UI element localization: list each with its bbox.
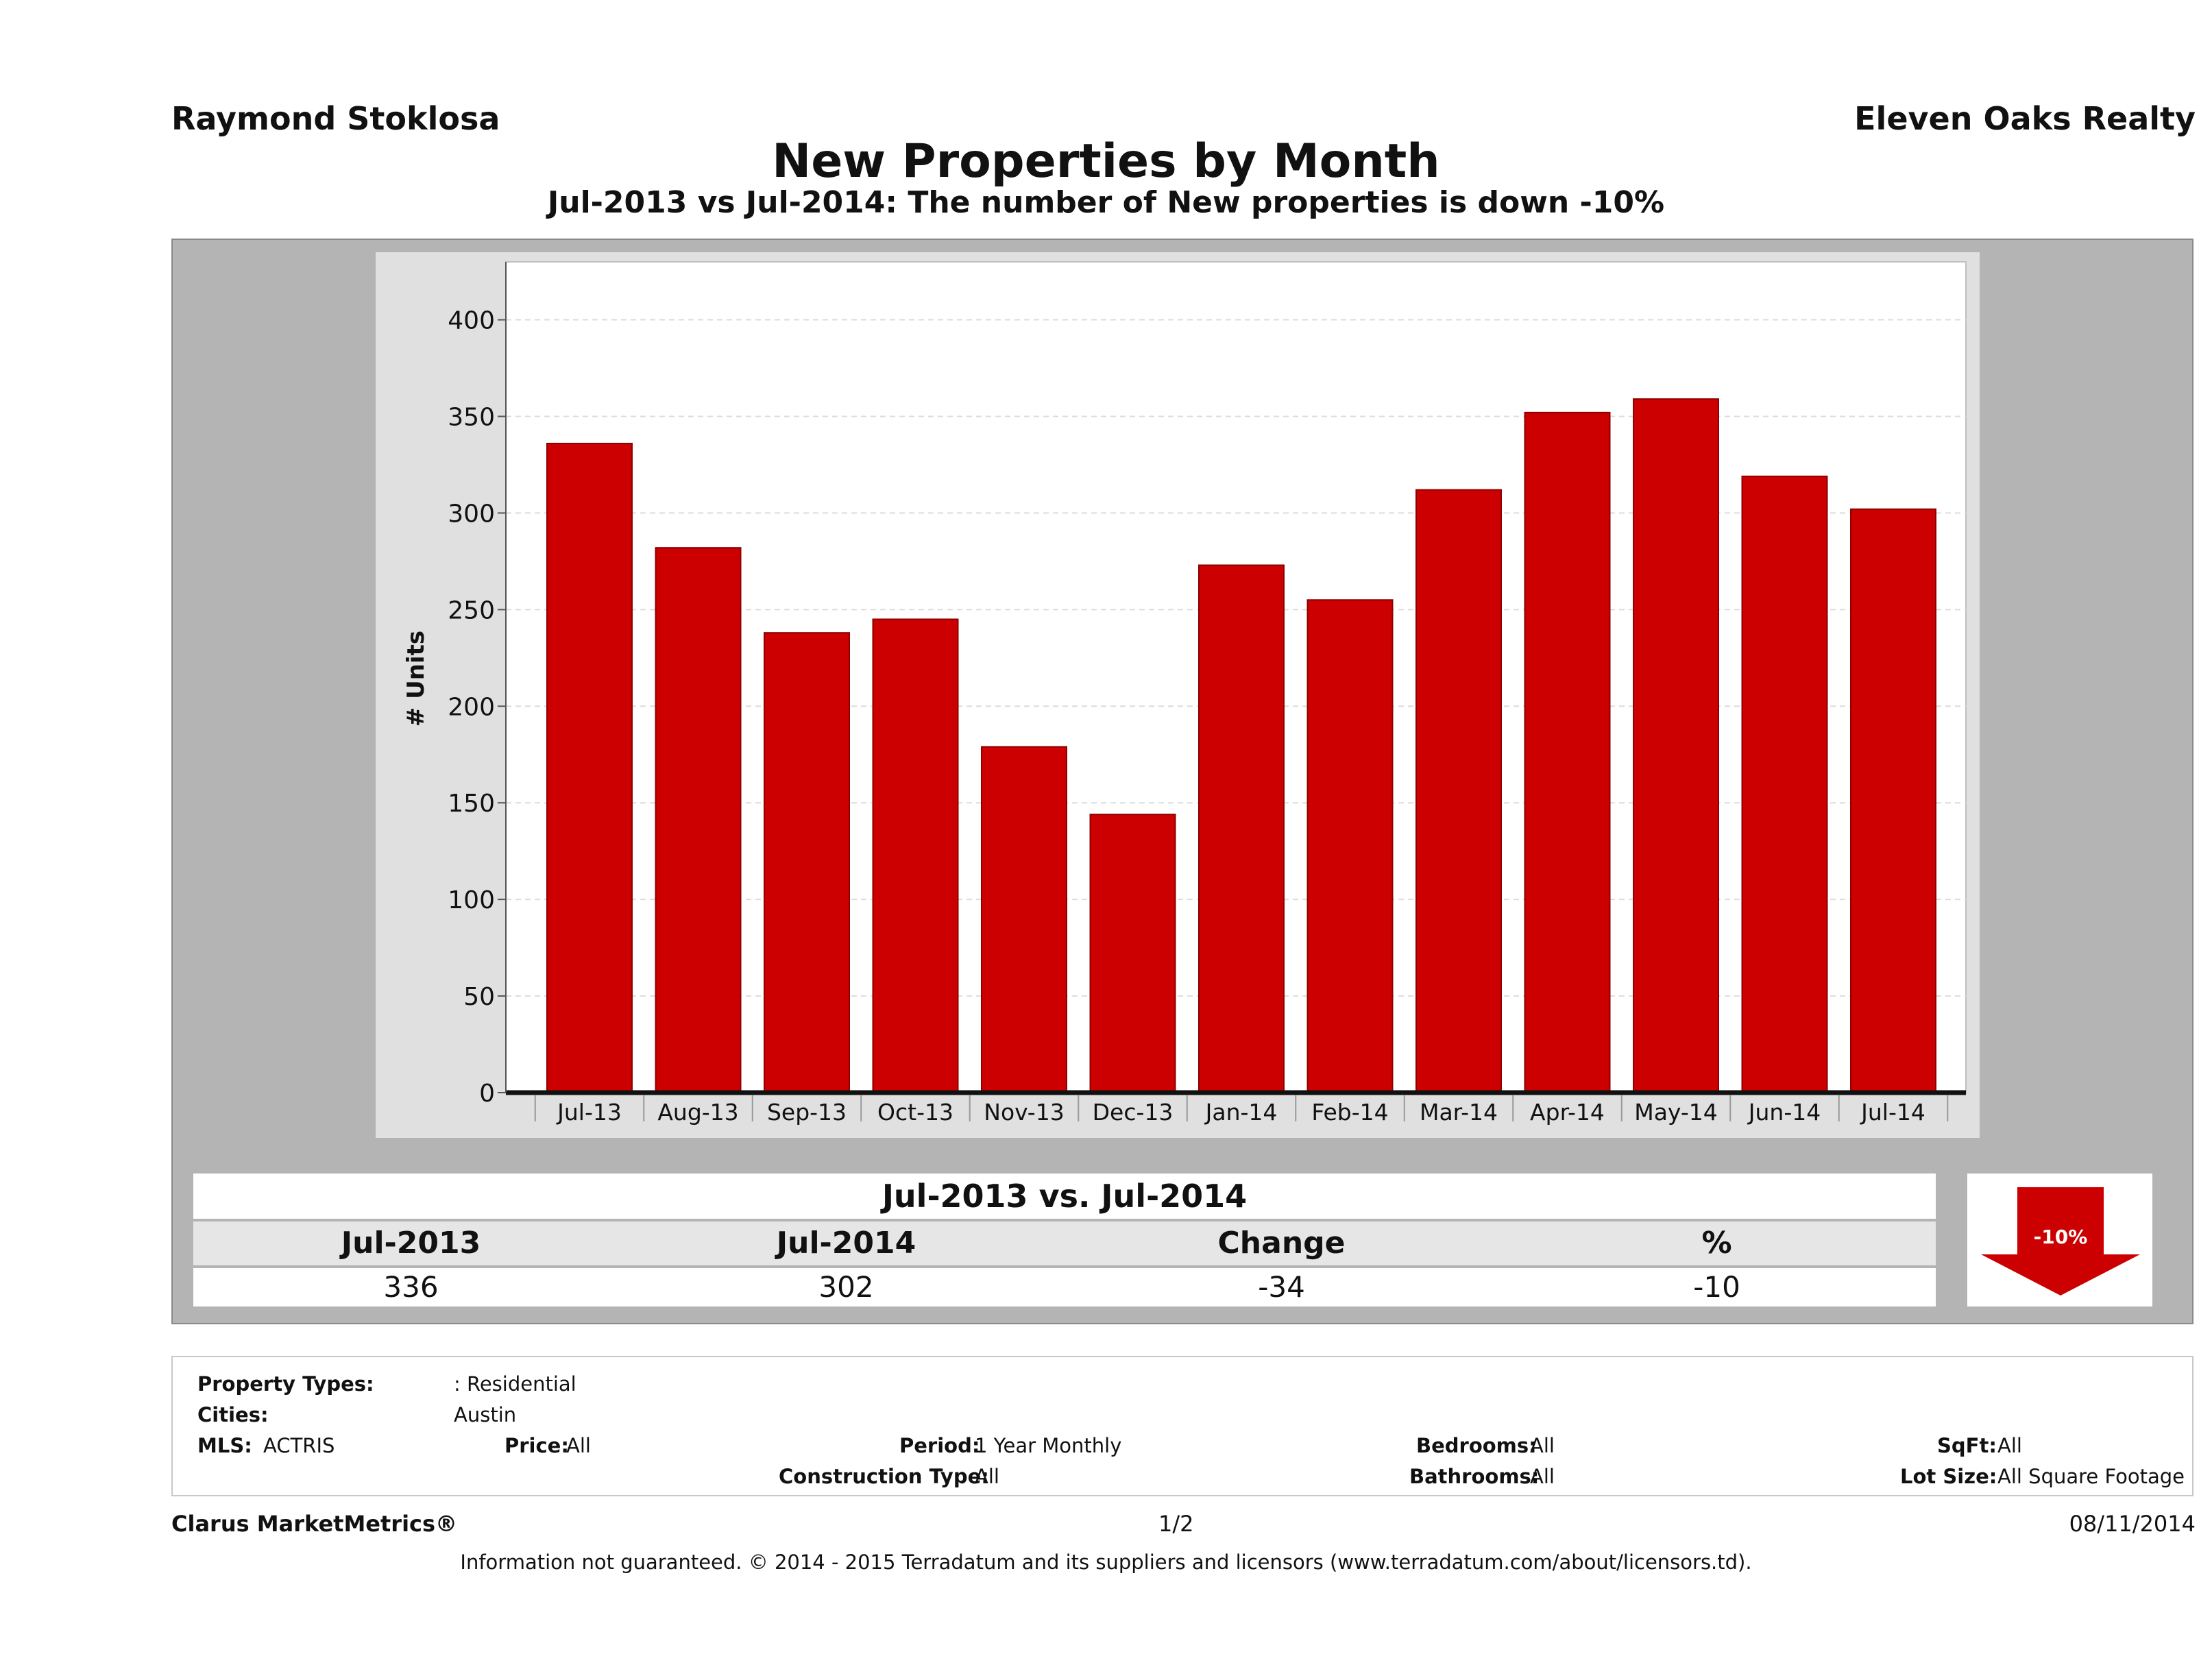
bar-nov-13 <box>981 746 1067 1093</box>
y-tick-label: 50 <box>463 983 495 1011</box>
x-tick-label: Jul-14 <box>1860 1099 1925 1126</box>
chart-title: New Properties by Month <box>772 134 1440 189</box>
bar-aug-13 <box>655 547 742 1093</box>
axes: 0 50 100 150 200 250 300 350 400 Jul-13 Aug-13 Sep-… <box>448 262 1966 1126</box>
summary-val-jul2014: 302 <box>818 1270 874 1304</box>
filter-value-mls: ACTRIS <box>263 1434 335 1457</box>
bar-jun-14 <box>1741 475 1828 1093</box>
y-tick-label: 100 <box>448 886 495 914</box>
filter-value-construction: All <box>975 1465 999 1488</box>
x-tick-label: Aug-13 <box>657 1099 738 1126</box>
bar-chart: 0 50 100 150 200 250 300 350 400 Jul-13 Aug-13 Sep-… <box>402 261 1967 1126</box>
down-arrow-icon: -10% <box>1981 1187 2140 1296</box>
filter-value-bedrooms: All <box>1530 1434 1555 1457</box>
disclaimer: Information not guaranteed. © 2014 - 201… <box>460 1551 1752 1574</box>
filter-label-mls: MLS: <box>197 1434 252 1457</box>
bar-apr-14 <box>1524 411 1611 1093</box>
x-tick-label: Jun-14 <box>1747 1099 1821 1126</box>
filter-label-cities: Cities: <box>197 1403 269 1426</box>
filter-value-price: All <box>566 1434 591 1457</box>
x-tick-label: Feb-14 <box>1311 1099 1388 1126</box>
trend-badge: -10% <box>1967 1174 2152 1306</box>
y-tick-label: 250 <box>448 596 495 624</box>
bars <box>546 398 1936 1094</box>
filter-value-bathrooms: All <box>1530 1465 1555 1488</box>
filter-label-price: Price: <box>505 1434 569 1457</box>
filters-panel: Property Types: : Residential Cities: Au… <box>171 1356 2193 1496</box>
x-tick-label: Sep-13 <box>767 1099 847 1126</box>
trend-badge-label: -10% <box>2034 1226 2088 1248</box>
x-tick-label: Mar-14 <box>1420 1099 1498 1126</box>
report-date: 08/11/2014 <box>2069 1511 2196 1537</box>
summary-val-percent: -10 <box>1693 1270 1740 1304</box>
summary-value-row: 336 302 -34 -10 <box>193 1268 1936 1306</box>
y-tick-label: 200 <box>448 693 495 721</box>
filter-label-construction: Construction Type: <box>779 1465 989 1488</box>
bar-oct-13 <box>872 618 959 1093</box>
bar-mar-14 <box>1415 489 1502 1093</box>
summary-column-row: Jul-2013 Jul-2014 Change % <box>193 1221 1936 1265</box>
bar-jul-14 <box>1850 508 1936 1093</box>
y-tick-label: 300 <box>448 500 495 528</box>
bar-may-14 <box>1633 398 1719 1093</box>
bar-jan-14 <box>1198 564 1285 1093</box>
summary-col-change: Change <box>1217 1226 1346 1261</box>
x-tick-label: Apr-14 <box>1530 1099 1605 1126</box>
filter-label-lot-size: Lot Size: <box>1900 1465 1997 1488</box>
filter-label-sqft: SqFt: <box>1937 1434 1997 1457</box>
y-tick-label: 400 <box>448 307 495 335</box>
agent-name: Raymond Stoklosa <box>171 100 500 137</box>
summary-header: Jul-2013 vs. Jul-2014 <box>193 1174 1936 1219</box>
y-tick-label: 350 <box>448 403 495 431</box>
filter-value-property-types: : Residential <box>454 1372 576 1396</box>
summary-val-jul2013: 336 <box>383 1270 439 1304</box>
chart-subtitle: Jul-2013 vs Jul-2014: The number of New … <box>547 185 1665 220</box>
filter-label-bathrooms: Bathrooms: <box>1409 1465 1540 1488</box>
summary-col-jul2013: Jul-2013 <box>341 1226 481 1261</box>
x-tick-label: Nov-13 <box>984 1099 1064 1126</box>
x-tick-label: Jul-13 <box>556 1099 622 1126</box>
y-tick-label: 150 <box>448 790 495 818</box>
y-tick-label: 0 <box>479 1080 495 1108</box>
filter-value-cities: Austin <box>454 1403 517 1426</box>
bar-feb-14 <box>1306 599 1394 1093</box>
filter-label-property-types: Property Types: <box>197 1372 374 1396</box>
summary-col-percent: % <box>1701 1226 1732 1261</box>
filter-value-period: 1 Year Monthly <box>975 1434 1122 1457</box>
x-tick-label: Jan-14 <box>1204 1099 1278 1126</box>
filter-value-sqft: All <box>1997 1434 2022 1457</box>
bar-sep-13 <box>764 632 850 1093</box>
y-axis-label: # Units <box>402 631 430 727</box>
summary-val-change: -34 <box>1258 1270 1305 1304</box>
summary-col-jul2014: Jul-2014 <box>776 1226 916 1261</box>
x-tick-label: Dec-13 <box>1093 1099 1174 1126</box>
x-tick-label: May-14 <box>1634 1099 1718 1126</box>
page-number: 1/2 <box>1158 1511 1194 1537</box>
company-name: Eleven Oaks Realty <box>1854 100 2196 137</box>
filter-label-period: Period: <box>899 1434 980 1457</box>
filter-label-bedrooms: Bedrooms: <box>1416 1434 1537 1457</box>
footer-brand: Clarus MarketMetrics® <box>171 1511 458 1537</box>
bar-jul-13 <box>546 442 633 1093</box>
filter-value-lot-size: All Square Footage <box>1997 1465 2185 1488</box>
bar-dec-13 <box>1089 814 1176 1094</box>
x-tick-label: Oct-13 <box>877 1099 953 1126</box>
